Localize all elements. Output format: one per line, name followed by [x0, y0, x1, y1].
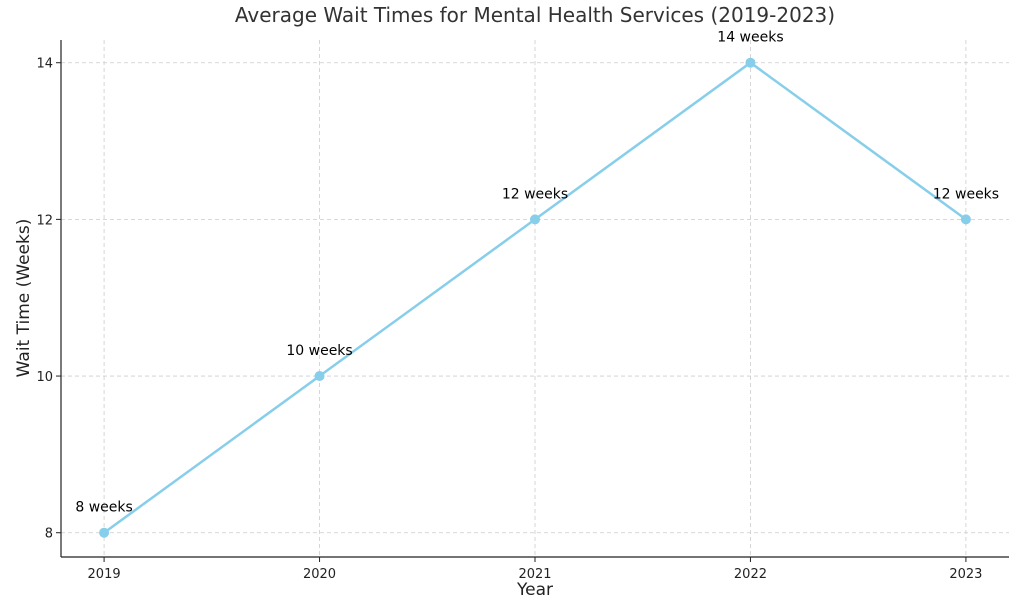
y-tick-label: 14: [36, 57, 53, 72]
chart-title: Average Wait Times for Mental Health Ser…: [235, 3, 835, 27]
x-tick-label: 2019: [88, 567, 121, 582]
x-tick-label: 2022: [734, 567, 767, 582]
grid: [61, 40, 1009, 557]
data-label: 14 weeks: [717, 30, 783, 46]
data-label: 12 weeks: [933, 186, 999, 202]
x-tick-label: 2020: [303, 567, 336, 582]
data-point: [314, 371, 325, 382]
data-label: 10 weeks: [286, 343, 352, 359]
x-tick-label: 2021: [518, 567, 551, 582]
y-axis-label: Wait Time (Weeks): [14, 219, 34, 378]
y-tick-label: 10: [36, 370, 53, 385]
x-axis-label: Year: [516, 580, 553, 600]
data-point: [99, 527, 110, 538]
y-tick-label: 12: [36, 213, 53, 228]
data-point: [530, 214, 540, 225]
data-labels: 8 weeks 10 weeks 12 weeks 14 weeks 12 weeks: [75, 30, 999, 516]
ticks: 2019 2020 2021 2022 2023 8 10 12 14: [36, 57, 982, 582]
data-point: [960, 214, 971, 225]
y-tick-label: 8: [45, 527, 53, 542]
data-point: [745, 57, 756, 68]
x-tick-label: 2023: [949, 567, 982, 582]
data-label: 12 weeks: [502, 186, 568, 202]
data-label: 8 weeks: [75, 500, 132, 516]
series: [99, 57, 971, 538]
